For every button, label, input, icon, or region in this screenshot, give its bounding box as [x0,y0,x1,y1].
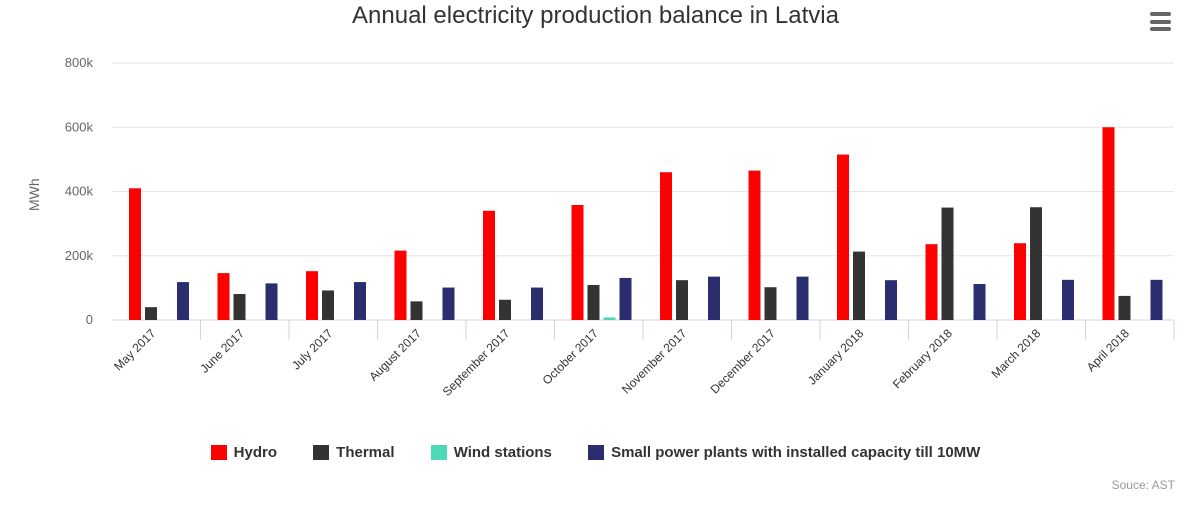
svg-text:600k: 600k [65,119,94,134]
svg-text:October 2017: October 2017 [540,326,602,388]
svg-text:200k: 200k [65,248,94,263]
svg-text:0: 0 [86,312,93,327]
svg-text:September 2017: September 2017 [440,326,513,399]
svg-text:May 2017: May 2017 [111,326,158,373]
svg-text:November 2017: November 2017 [619,326,690,397]
svg-text:February 2018: February 2018 [890,326,955,391]
svg-text:400k: 400k [65,184,94,199]
svg-text:April 2018: April 2018 [1084,326,1132,374]
svg-text:800k: 800k [65,55,94,70]
svg-text:August 2017: August 2017 [366,326,424,384]
svg-text:January 2018: January 2018 [805,326,867,388]
svg-text:June 2017: June 2017 [197,326,247,376]
svg-text:July 2017: July 2017 [289,326,335,372]
svg-text:December 2017: December 2017 [708,326,779,397]
